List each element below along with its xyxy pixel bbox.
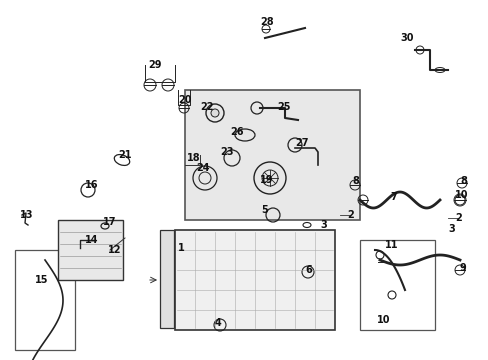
- Text: 26: 26: [229, 127, 243, 137]
- Text: 28: 28: [260, 17, 273, 27]
- Text: 24: 24: [196, 163, 209, 173]
- Text: 3: 3: [319, 220, 326, 230]
- Text: 11: 11: [384, 240, 398, 250]
- Text: 12: 12: [108, 245, 121, 255]
- Text: 2: 2: [346, 210, 353, 220]
- Bar: [175, 230, 334, 330]
- Text: 1: 1: [178, 243, 184, 253]
- Text: 18: 18: [186, 153, 200, 163]
- Text: 22: 22: [200, 102, 213, 112]
- Text: 16: 16: [85, 180, 98, 190]
- Text: 19: 19: [260, 175, 273, 185]
- Text: 5: 5: [261, 205, 267, 215]
- Text: 27: 27: [294, 138, 308, 148]
- Bar: [160, 230, 174, 328]
- Text: 23: 23: [220, 147, 233, 157]
- Text: 9: 9: [459, 263, 466, 273]
- Text: 30: 30: [399, 33, 413, 43]
- Bar: [15, 250, 75, 350]
- Text: 2: 2: [454, 213, 461, 223]
- Text: 29: 29: [148, 60, 161, 70]
- Text: 21: 21: [118, 150, 131, 160]
- Text: 10: 10: [376, 315, 390, 325]
- Text: 6: 6: [305, 265, 311, 275]
- Text: 7: 7: [389, 192, 396, 202]
- Text: 20: 20: [178, 95, 191, 105]
- Text: 25: 25: [276, 102, 290, 112]
- Circle shape: [210, 109, 219, 117]
- Bar: [184, 90, 359, 220]
- Bar: [359, 240, 434, 330]
- Text: 8: 8: [459, 176, 466, 186]
- Bar: [58, 220, 123, 280]
- Text: 14: 14: [85, 235, 98, 245]
- Text: 10: 10: [454, 190, 468, 200]
- Text: 8: 8: [351, 176, 358, 186]
- Text: 3: 3: [447, 224, 454, 234]
- Text: 17: 17: [103, 217, 116, 227]
- Text: 13: 13: [20, 210, 34, 220]
- Text: 15: 15: [35, 275, 48, 285]
- Text: 4: 4: [215, 318, 221, 328]
